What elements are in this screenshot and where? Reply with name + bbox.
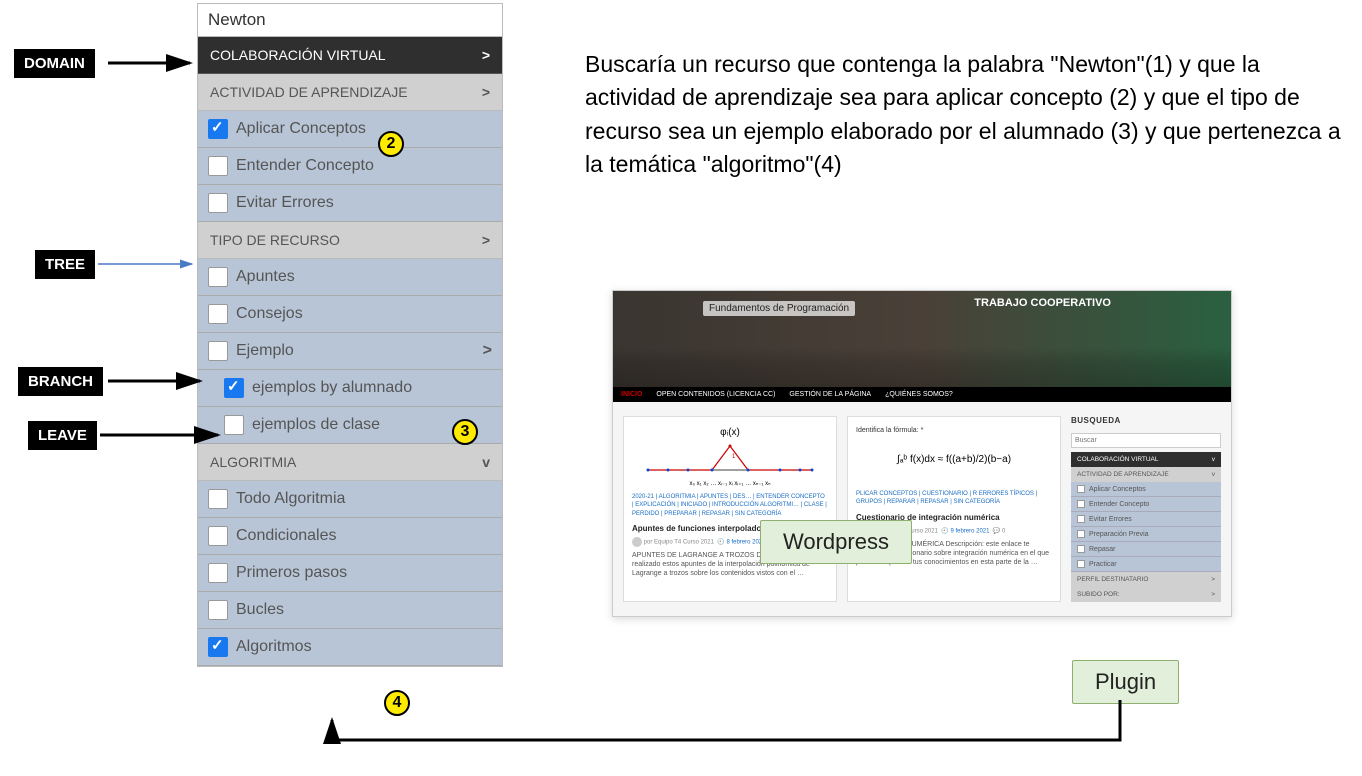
filter-item-consejos[interactable]: Consejos: [198, 296, 502, 333]
wp-sb-item[interactable]: Practicar: [1071, 557, 1221, 572]
chevron-right-icon: >: [483, 342, 492, 360]
filter-item-evitar[interactable]: Evitar Errores: [198, 185, 502, 222]
callout-wordpress: Wordpress: [760, 520, 912, 564]
wp-sb-item[interactable]: Entender Concepto: [1071, 497, 1221, 512]
filter-item-label: Consejos: [236, 305, 303, 323]
filter-item-label: Bucles: [236, 601, 284, 619]
filter-item-todo-algoritmia[interactable]: Todo Algoritmia: [198, 481, 502, 518]
filter-item-label: ejemplos by alumnado: [252, 379, 412, 397]
annotation-branch: BRANCH: [18, 367, 103, 396]
wp-banner: Fundamentos de Programación TRABAJO COOP…: [613, 291, 1231, 387]
filter-item-algoritmos[interactable]: Algoritmos: [198, 629, 502, 666]
filter-item-label: Algoritmos: [236, 638, 312, 656]
filter-item-primeros-pasos[interactable]: Primeros pasos: [198, 555, 502, 592]
filter-item-ejemplo[interactable]: Ejemplo >: [198, 333, 502, 370]
wp-sb-header-perfil[interactable]: PERFIL DESTINATARIO>: [1071, 572, 1221, 587]
wp-sb-item[interactable]: Aplicar Conceptos: [1071, 482, 1221, 497]
chevron-right-icon: >: [482, 84, 490, 100]
header-colaboracion-label: COLABORACIÓN VIRTUAL: [210, 47, 386, 63]
wp-banner-title: Fundamentos de Programación: [703, 301, 855, 316]
filter-sidebar: Newton COLABORACIÓN VIRTUAL > ACTIVIDAD …: [197, 3, 503, 667]
checkbox-checked-icon[interactable]: [224, 378, 244, 398]
badge-3: 3: [452, 419, 478, 445]
wp-nav-item[interactable]: OPEN CONTENIDOS (LICENCIA CC): [656, 391, 775, 398]
wp-identifica: Identifica la fórmula: *: [856, 427, 1052, 434]
chevron-right-icon: >: [482, 232, 490, 248]
filter-item-label: Primeros pasos: [236, 564, 347, 582]
checkbox-icon[interactable]: [208, 600, 228, 620]
annotation-tree: TREE: [35, 250, 95, 279]
filter-item-condicionales[interactable]: Condicionales: [198, 518, 502, 555]
filter-item-ejemplos-alumnado[interactable]: ejemplos by alumnado: [198, 370, 502, 407]
filter-item-apuntes[interactable]: Apuntes: [198, 259, 502, 296]
wp-nav-item[interactable]: GESTIÓN DE LA PÁGINA: [789, 391, 871, 398]
header-tipo[interactable]: TIPO DE RECURSO >: [198, 222, 502, 259]
annotation-domain: DOMAIN: [14, 49, 95, 78]
wp-sb-header-actividad[interactable]: ACTIVIDAD DE APRENDIZAJEv: [1071, 467, 1221, 482]
checkbox-icon[interactable]: [208, 489, 228, 509]
chevron-right-icon: >: [482, 47, 490, 63]
wp-nav-item[interactable]: ¿QUIÉNES SOMOS?: [885, 391, 953, 398]
filter-item-label: Ejemplo: [236, 342, 294, 360]
checkbox-icon[interactable]: [208, 341, 228, 361]
filter-item-label: Evitar Errores: [236, 194, 334, 212]
filter-item-bucles[interactable]: Bucles: [198, 592, 502, 629]
wp-sb-busqueda: BUSQUEDA: [1071, 416, 1221, 425]
checkbox-icon[interactable]: [208, 156, 228, 176]
wp-sb-search-input[interactable]: [1071, 433, 1221, 448]
wp-tags: PLICAR CONCEPTOS | CUESTIONARIO | R ERRO…: [856, 490, 1052, 507]
header-algoritmia-label: ALGORITMIA: [210, 454, 296, 470]
chevron-down-icon: v: [482, 454, 490, 470]
header-actividad[interactable]: ACTIVIDAD DE APRENDIZAJE >: [198, 74, 502, 111]
wp-content: φᵢ(x) 1 x₀ x₁ x₂ … xᵢ₋₁ xᵢ xᵢ₊₁ … xₙ₋₁ x…: [613, 402, 1231, 616]
header-actividad-label: ACTIVIDAD DE APRENDIZAJE: [210, 84, 408, 100]
callout-plugin: Plugin: [1072, 660, 1179, 704]
filter-item-entender[interactable]: Entender Concepto: [198, 148, 502, 185]
search-input[interactable]: Newton: [198, 4, 502, 37]
wp-sb-header-dark[interactable]: COLABORACIÓN VIRTUALv: [1071, 452, 1221, 467]
filter-item-aplicar[interactable]: Aplicar Conceptos: [198, 111, 502, 148]
checkbox-checked-icon[interactable]: [208, 637, 228, 657]
header-algoritmia[interactable]: ALGORITMIA v: [198, 444, 502, 481]
filter-item-label: Condicionales: [236, 527, 337, 545]
filter-item-label: Entender Concepto: [236, 157, 374, 175]
checkbox-icon[interactable]: [208, 193, 228, 213]
header-tipo-label: TIPO DE RECURSO: [210, 232, 340, 248]
wp-nav-item[interactable]: INICIO: [621, 391, 642, 398]
wp-sb-item[interactable]: Preparación Previa: [1071, 527, 1221, 542]
checkbox-icon[interactable]: [208, 563, 228, 583]
wp-banner-right: TRABAJO COOPERATIVO: [974, 297, 1111, 310]
filter-item-label: Apuntes: [236, 268, 295, 286]
checkbox-checked-icon[interactable]: [208, 119, 228, 139]
wordpress-screenshot: Fundamentos de Programación TRABAJO COOP…: [612, 290, 1232, 617]
wp-card-2: Identifica la fórmula: * ∫ₐᵇ f(x)dx ≈ f(…: [847, 416, 1061, 602]
wp-sb-header-subido[interactable]: SUBIDO POR:>: [1071, 587, 1221, 602]
filter-item-label: ejemplos de clase: [252, 416, 380, 434]
checkbox-icon[interactable]: [208, 526, 228, 546]
wp-tags: 2020-21 | ALGORITMIA | APUNTES | DES… | …: [632, 493, 828, 518]
wp-sb-item[interactable]: Evitar Errores: [1071, 512, 1221, 527]
filter-item-label: Aplicar Conceptos: [236, 120, 366, 138]
checkbox-icon[interactable]: [208, 267, 228, 287]
checkbox-icon[interactable]: [208, 304, 228, 324]
header-colaboracion[interactable]: COLABORACIÓN VIRTUAL >: [198, 37, 502, 74]
annotation-leave: LEAVE: [28, 421, 97, 450]
wp-nav: INICIO OPEN CONTENIDOS (LICENCIA CC) GES…: [613, 387, 1231, 402]
filter-item-label: Todo Algoritmia: [236, 490, 345, 508]
checkbox-icon[interactable]: [224, 415, 244, 435]
wp-formula: ∫ₐᵇ f(x)dx ≈ f((a+b)/2)(b−a): [856, 434, 1052, 484]
badge-2: 2: [378, 131, 404, 157]
wp-sidebar: BUSQUEDA COLABORACIÓN VIRTUALv ACTIVIDAD…: [1071, 416, 1221, 602]
wp-card-1: φᵢ(x) 1 x₀ x₁ x₂ … xᵢ₋₁ xᵢ xᵢ₊₁ … xₙ₋₁ x…: [623, 416, 837, 602]
description-text: Buscaría un recurso que contenga la pala…: [585, 48, 1345, 181]
wp-sb-item[interactable]: Repasar: [1071, 542, 1221, 557]
wp-card-graph: φᵢ(x) 1 x₀ x₁ x₂ … xᵢ₋₁ xᵢ xᵢ₊₁ … xₙ₋₁ x…: [632, 427, 828, 487]
svg-text:1: 1: [732, 454, 736, 460]
badge-4: 4: [384, 690, 410, 716]
